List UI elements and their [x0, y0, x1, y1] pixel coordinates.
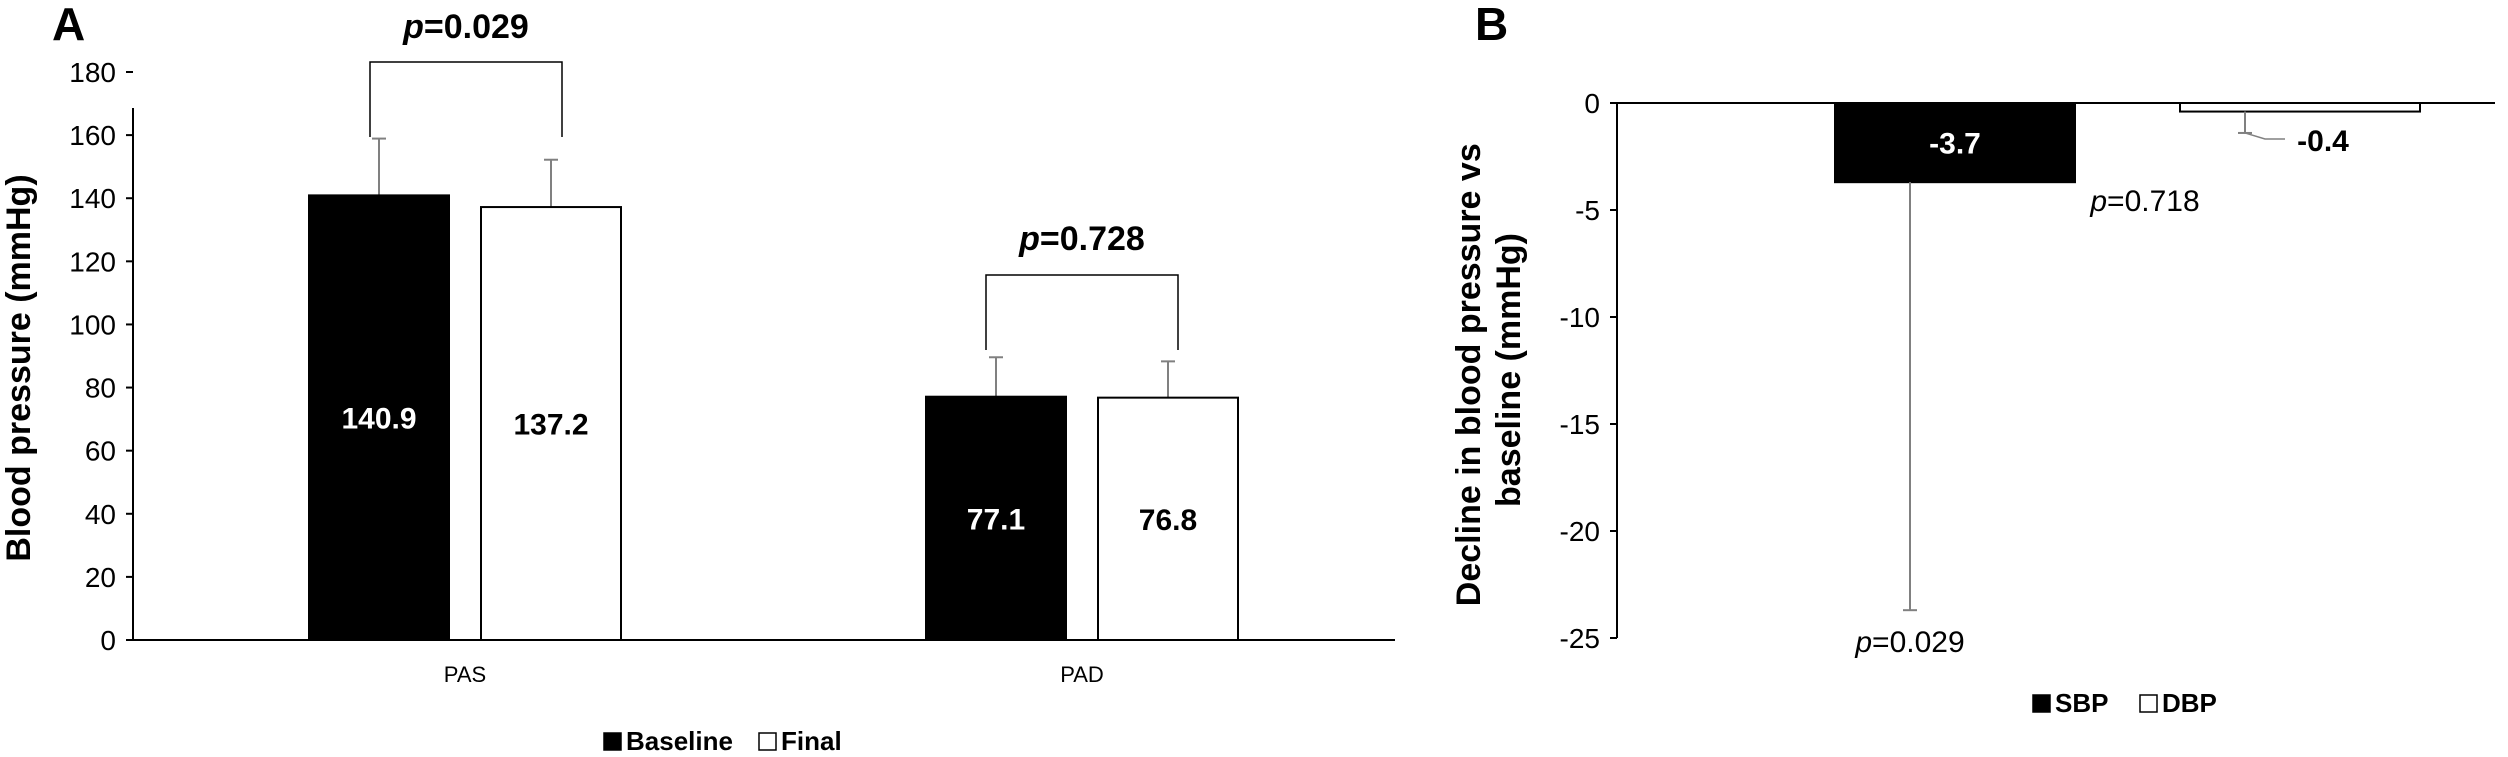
y-tick-label: 160 [69, 120, 116, 151]
y-tick-label: 0 [1584, 88, 1600, 119]
legend-label-final: Final [781, 726, 842, 756]
x-category-label: PAD [1060, 662, 1104, 687]
panel-b: B Decline in blood pressure vs baseline … [1450, 0, 2495, 718]
y-tick-label: 0 [100, 625, 116, 656]
p-value-label: p=0.029 [1854, 626, 1964, 659]
y-tick-label: 100 [69, 309, 116, 340]
p-value: =0.029 [1872, 626, 1965, 659]
data-label-leader [2244, 132, 2285, 140]
y-tick-label: 140 [69, 183, 116, 214]
data-label: 140.9 [341, 403, 416, 436]
panel-b-y-axis-title: Decline in blood pressure vs baseline (m… [1450, 134, 1528, 606]
data-label: 76.8 [1139, 504, 1197, 537]
panel-a-y-axis-title: Blood pressure (mmHg) [0, 174, 38, 561]
legend-swatch-final [758, 732, 777, 751]
panel-a-bars: 140.9 137.2 77.1 76.8 [308, 137, 1239, 642]
panel-b-letter: B [1475, 0, 1508, 50]
y-tick-label: -20 [1560, 516, 1600, 547]
p-value: =0.718 [2107, 185, 2200, 218]
legend-label-dbp: DBP [2162, 688, 2217, 718]
panel-a-legend: Baseline Final [603, 726, 842, 756]
legend-label-sbp: SBP [2055, 688, 2108, 718]
legend-swatch-baseline [603, 732, 622, 751]
bar-sbp [1834, 102, 2076, 184]
y-title-line-1: Decline in blood pressure vs [1450, 143, 1488, 606]
p-letter: p [402, 8, 424, 46]
p-letter: p [2089, 185, 2107, 218]
panel-b-y-ticks: 0 -5 -10 -15 -20 -25 [1560, 88, 1617, 654]
bar-final [480, 206, 622, 642]
panel-b-bars: -3.7p=0.029-0.4p=0.718 [1834, 102, 2421, 659]
p-value: =0.728 [1040, 220, 1145, 258]
panel-b-legend: SBP DBP [2032, 688, 2217, 718]
comparison-bracket-pas [369, 61, 563, 137]
comparison-pvalue-pad: p=0.728 [1018, 220, 1145, 258]
y-tick-label: -25 [1560, 623, 1600, 654]
p-value: =0.029 [424, 8, 529, 46]
y-tick-label: 20 [85, 562, 116, 593]
legend-label-baseline: Baseline [626, 726, 733, 756]
bar-baseline [925, 395, 1067, 641]
y-tick-label: -5 [1575, 195, 1600, 226]
y-tick-label: 180 [69, 57, 116, 88]
legend-swatch-dbp [2139, 694, 2158, 713]
panel-a: A Blood pressure (mmHg) 0 20 40 60 80 100 120 1… [0, 0, 1395, 756]
comparison-bracket-pad [985, 274, 1179, 350]
y-tick-label: -10 [1560, 302, 1600, 333]
bar-final [1097, 396, 1239, 641]
legend-swatch-sbp [2032, 694, 2051, 713]
x-category-label: PAS [444, 662, 486, 687]
comparison-pvalue-pas: p=0.029 [402, 8, 529, 46]
bar-baseline [308, 194, 450, 641]
panel-a-letter: A [52, 0, 85, 50]
y-tick-label: 120 [69, 246, 116, 277]
bar-dbp [2179, 102, 2421, 113]
y-tick-label: -15 [1560, 409, 1600, 440]
data-label: 77.1 [967, 503, 1025, 536]
p-letter: p [1854, 626, 1872, 659]
y-title-line-2: baseline (mmHg) [1490, 233, 1528, 507]
y-tick-label: 60 [85, 436, 116, 467]
data-label: 137.2 [513, 409, 588, 442]
data-label: -0.4 [2297, 125, 2349, 158]
p-value-label: p=0.718 [2089, 185, 2199, 218]
y-tick-label: 80 [85, 373, 116, 404]
panel-a-y-ticks: 0 20 40 60 80 100 120 140 160 180 [69, 57, 133, 656]
data-label: -3.7 [1929, 128, 1981, 161]
p-letter: p [1018, 220, 1040, 258]
y-tick-label: 40 [85, 499, 116, 530]
